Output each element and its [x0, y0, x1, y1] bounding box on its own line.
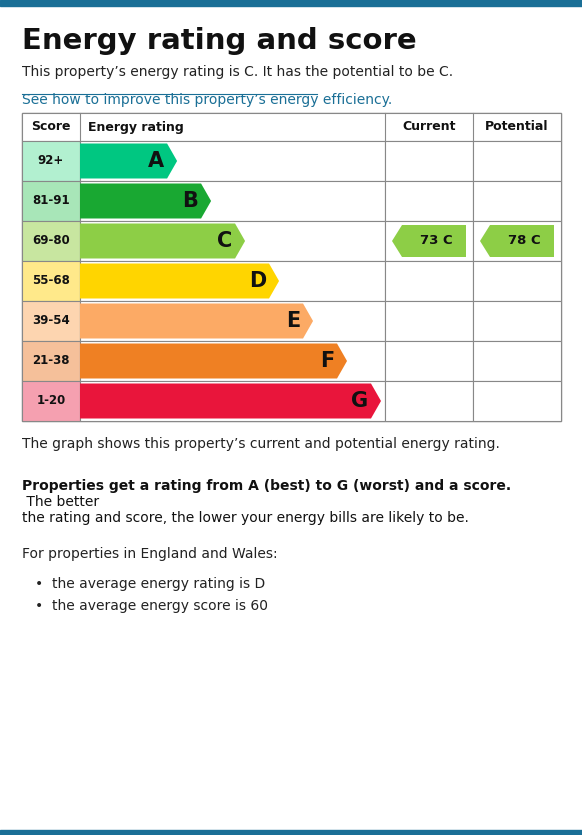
Text: G: G — [351, 391, 368, 411]
Bar — [385, 381, 473, 421]
Bar — [80, 381, 385, 421]
Text: The better: The better — [22, 495, 99, 509]
Polygon shape — [80, 184, 211, 219]
Text: Energy rating and score: Energy rating and score — [22, 27, 417, 55]
Text: This property’s energy rating is C. It has the potential to be C.: This property’s energy rating is C. It h… — [22, 65, 453, 79]
Text: the rating and score, the lower your energy bills are likely to be.: the rating and score, the lower your ene… — [22, 511, 469, 525]
Bar — [22, 221, 80, 261]
Text: 78 C: 78 C — [508, 235, 540, 247]
Text: Potential: Potential — [485, 120, 549, 134]
Bar — [473, 181, 561, 221]
Text: C: C — [217, 231, 232, 251]
Text: A: A — [148, 151, 164, 171]
Bar — [22, 113, 561, 141]
Bar — [473, 381, 561, 421]
Bar — [385, 341, 473, 381]
Bar — [80, 341, 385, 381]
Bar — [385, 221, 473, 261]
Bar — [22, 261, 80, 301]
Bar — [0, 0, 582, 6]
Text: F: F — [320, 351, 334, 371]
Bar — [22, 301, 80, 341]
Bar — [80, 301, 385, 341]
Text: •  the average energy rating is D: • the average energy rating is D — [35, 577, 265, 591]
Bar — [385, 261, 473, 301]
Text: 69-80: 69-80 — [32, 235, 70, 247]
Bar — [22, 181, 80, 221]
Text: E: E — [286, 311, 300, 331]
Bar — [0, 830, 582, 835]
Text: Score: Score — [31, 120, 71, 134]
Bar — [473, 141, 561, 181]
Text: See how to improve this property’s energy efficiency.: See how to improve this property’s energ… — [22, 93, 392, 107]
Bar — [80, 261, 385, 301]
Text: 55-68: 55-68 — [32, 275, 70, 287]
Polygon shape — [80, 224, 245, 259]
Bar — [473, 341, 561, 381]
Bar — [22, 141, 80, 181]
Text: 81-91: 81-91 — [32, 195, 70, 208]
Bar — [80, 221, 385, 261]
Bar — [473, 221, 561, 261]
Text: Current: Current — [402, 120, 456, 134]
Text: 1-20: 1-20 — [36, 394, 66, 407]
Bar — [80, 141, 385, 181]
Bar — [22, 381, 80, 421]
Text: •  the average energy score is 60: • the average energy score is 60 — [35, 599, 268, 613]
Text: 92+: 92+ — [38, 154, 64, 168]
Bar — [22, 113, 561, 421]
Polygon shape — [80, 383, 381, 418]
Polygon shape — [480, 225, 554, 257]
Text: 39-54: 39-54 — [32, 315, 70, 327]
Polygon shape — [80, 144, 177, 179]
Text: B: B — [182, 191, 198, 211]
Bar — [22, 341, 80, 381]
Bar — [385, 141, 473, 181]
Text: Energy rating: Energy rating — [88, 120, 184, 134]
Bar — [80, 181, 385, 221]
Bar — [385, 181, 473, 221]
Polygon shape — [80, 264, 279, 298]
Text: 21-38: 21-38 — [32, 355, 70, 367]
Polygon shape — [392, 225, 466, 257]
Bar — [385, 301, 473, 341]
Polygon shape — [80, 303, 313, 338]
Text: 73 C: 73 C — [420, 235, 452, 247]
Bar — [473, 261, 561, 301]
Text: D: D — [249, 271, 266, 291]
Bar — [473, 301, 561, 341]
Text: The graph shows this property’s current and potential energy rating.: The graph shows this property’s current … — [22, 437, 500, 451]
Text: For properties in England and Wales:: For properties in England and Wales: — [22, 547, 278, 561]
Polygon shape — [80, 343, 347, 378]
Text: Properties get a rating from A (best) to G (worst) and a score.: Properties get a rating from A (best) to… — [22, 479, 511, 493]
